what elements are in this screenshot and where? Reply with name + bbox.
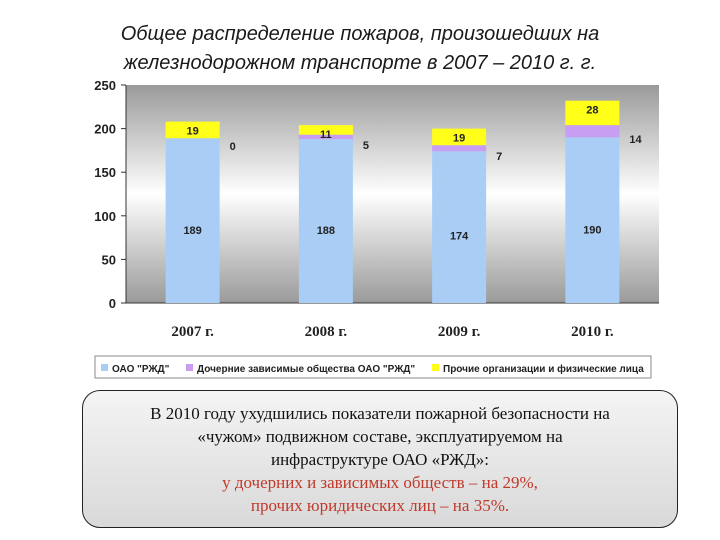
data-label: 19	[453, 133, 465, 145]
bar-segment-2	[165, 121, 220, 139]
bar-segment-2	[432, 128, 487, 146]
y-tick-label: 200	[94, 122, 116, 137]
bar-segment-0	[565, 137, 620, 303]
data-label: 28	[586, 105, 598, 117]
y-tick-label: 0	[109, 296, 116, 311]
x-category-label: 2010 г.	[571, 324, 614, 340]
bar-segment-1	[298, 134, 353, 140]
data-label: 11	[320, 129, 332, 141]
y-tick-label: 50	[102, 252, 116, 267]
callout-line-1: В 2010 году ухудшились показатели пожарн…	[150, 404, 610, 423]
bar-segment-0	[298, 139, 353, 303]
legend-swatch	[101, 364, 108, 371]
legend-label: Дочерние зависимые общества ОАО "РЖД"	[197, 363, 415, 375]
bar-segment-0	[165, 138, 220, 303]
legend-swatch	[186, 364, 193, 371]
legend-swatch	[432, 364, 439, 371]
bar-segment-1	[565, 125, 620, 138]
x-category-label: 2009 г.	[438, 324, 481, 340]
data-label: 188	[317, 225, 335, 237]
title-line-1: Общее распределение пожаров, произошедши…	[120, 23, 600, 45]
y-tick-label: 250	[94, 78, 116, 93]
bar-segment-0	[432, 151, 487, 303]
data-label: 174	[450, 231, 469, 243]
chart-title: Общее распределение пожаров, произошедши…	[20, 20, 700, 78]
data-label: 189	[183, 225, 201, 237]
callout-line-4: у дочерних и зависимых обществ – на 29%,	[222, 473, 538, 492]
data-label: 19	[187, 126, 199, 138]
legend-box	[94, 355, 652, 379]
callout-line-5: прочих юридических лиц – на 35%.	[250, 496, 510, 515]
stacked-bar-chart: 0 50 100 150 200 250 189 0 19 2007 г. 188 5 11 2008 …	[94, 78, 659, 379]
y-tick-label: 100	[94, 209, 116, 224]
legend-label: ОАО "РЖД"	[112, 364, 170, 375]
bar-segment-2	[565, 100, 620, 126]
x-category-label: 2007 г.	[171, 324, 214, 340]
data-label: 190	[583, 224, 601, 236]
x-category-label: 2008 г.	[305, 324, 348, 340]
y-tick-label: 150	[94, 165, 116, 180]
data-label: 14	[629, 134, 642, 146]
bar-segment-1	[432, 145, 487, 152]
title-line-2: железнодорожном транспорте в 2007 – 2010…	[123, 52, 597, 74]
callout-line-2: «чужом» подвижном составе, эксплуатируем…	[197, 427, 563, 446]
data-label: 7	[496, 151, 502, 163]
callout-line-3: инфраструктуре ОАО «РЖД»:	[270, 450, 490, 469]
bar-segment-2	[298, 125, 353, 135]
legend-label: Прочие организации и физические лица	[443, 363, 644, 375]
data-label: 5	[363, 140, 369, 152]
data-label: 0	[230, 141, 236, 153]
summary-callout: В 2010 году ухудшились показатели пожарн…	[82, 390, 678, 528]
